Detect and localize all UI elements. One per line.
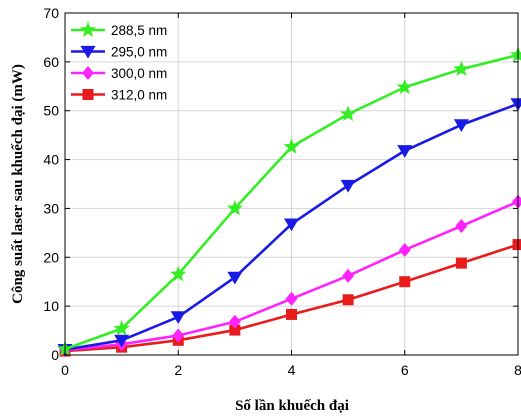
data-point-marker [342, 294, 354, 306]
data-point-marker [170, 311, 186, 325]
data-point-marker [340, 105, 357, 122]
x-tick-label: 4 [288, 362, 296, 378]
y-tick-label: 0 [51, 347, 59, 363]
y-tick-label: 60 [43, 54, 59, 70]
data-point-marker [510, 98, 521, 111]
legend-label: 300,0 nm [111, 66, 167, 81]
data-point-marker [455, 219, 468, 234]
y-tick-label: 70 [43, 5, 59, 21]
legend-label: 288,5 nm [111, 23, 167, 38]
data-point-marker [286, 308, 297, 320]
legend-label: 312,0 nm [111, 88, 167, 103]
data-point-marker [285, 291, 298, 306]
data-point-marker [453, 60, 470, 77]
legend-marker [80, 45, 96, 59]
data-point-marker [227, 271, 243, 285]
legend-marker [82, 89, 94, 100]
data-point-marker [114, 334, 130, 348]
data-point-marker [172, 328, 185, 343]
data-point-marker [113, 320, 130, 336]
plot-frame [64, 12, 519, 356]
legend-marker [82, 66, 94, 80]
x-axis-title: Số lần khuếch đại [235, 398, 349, 414]
x-tick-label: 8 [514, 362, 521, 378]
data-point-marker [284, 218, 299, 232]
data-point-marker [340, 179, 356, 193]
data-point-marker [509, 46, 521, 62]
legend-item: 300,0 nm [71, 66, 167, 81]
data-point-marker [170, 265, 187, 282]
data-point-marker [453, 119, 469, 133]
ticks: 0 2 4 6 8 0 10 20 30 40 50 60 70 [43, 5, 521, 378]
y-tick-label: 10 [43, 298, 59, 314]
x-tick-label: 2 [174, 362, 182, 378]
legend-label: 295,0 nm [111, 45, 167, 60]
legend-item: 312,0 nm [71, 88, 167, 103]
legend-item: 288,5 nm [71, 21, 167, 38]
data-point-marker [512, 239, 521, 251]
legend-marker [79, 21, 97, 37]
data-point-marker [455, 257, 467, 269]
data-point-marker [226, 199, 243, 216]
data-point-marker [399, 276, 411, 288]
y-tick-label: 40 [43, 152, 59, 168]
x-tick-label: 6 [401, 362, 409, 378]
data-point-marker [397, 145, 413, 158]
data-point-marker [398, 242, 411, 257]
legend-item: 295,0 nm [71, 45, 167, 60]
data-point-marker [342, 268, 355, 283]
data-point-marker [283, 138, 300, 154]
y-tick-label: 30 [43, 200, 59, 216]
y-tick-label: 20 [43, 249, 59, 265]
data-point-marker [228, 314, 241, 329]
y-axis-title: Công suất laser sau khuếch đại (mW) [10, 64, 26, 304]
x-tick-label: 0 [61, 362, 69, 378]
grid [65, 13, 518, 355]
data-point-marker [396, 78, 413, 95]
legend: 288,5 nm 295,0 nm 300,0 nm 312,0 nm [71, 21, 167, 103]
data-point-marker [229, 324, 241, 336]
data-point-marker [512, 194, 521, 209]
y-tick-label: 50 [43, 103, 59, 119]
